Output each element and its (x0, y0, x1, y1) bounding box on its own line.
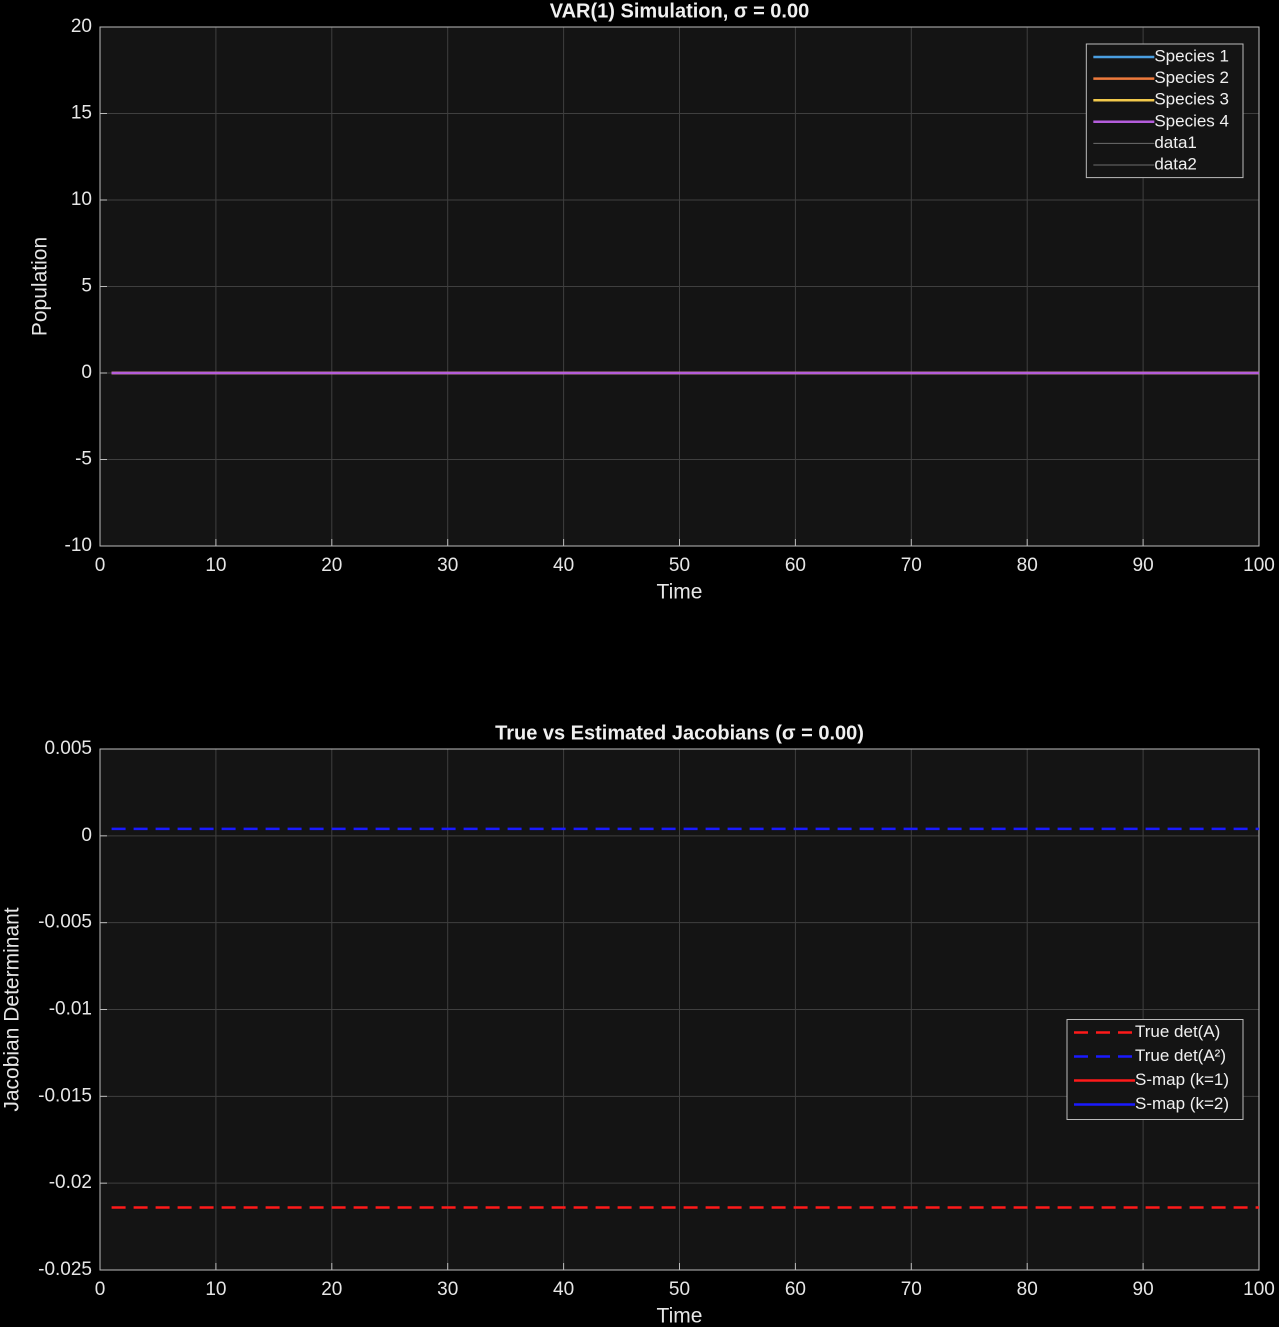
y-tick-label: 0.005 (44, 738, 92, 759)
x-axis-label: Time (657, 1305, 703, 1327)
x-tick-label: 100 (1243, 555, 1275, 576)
y-tick-label: 20 (71, 16, 92, 37)
y-axis-label: Population (29, 237, 52, 336)
legend-label: S-map (k=2) (1135, 1094, 1229, 1113)
y-tick-label: -0.025 (38, 1259, 92, 1280)
y-tick-label: -0.01 (49, 999, 92, 1020)
x-tick-label: 90 (1133, 1279, 1154, 1300)
y-tick-label: -0.005 (38, 912, 92, 933)
legend-label: Species 1 (1154, 46, 1229, 65)
chart-title: VAR(1) Simulation, σ = 0.00 (550, 0, 809, 22)
legend-label: data2 (1154, 154, 1197, 173)
legend-label: Species 3 (1154, 90, 1229, 109)
x-tick-label: 10 (205, 555, 226, 576)
y-tick-label: -10 (65, 535, 92, 556)
x-tick-label: 60 (785, 1279, 806, 1300)
legend-box (1066, 1019, 1244, 1120)
legend-label: data1 (1154, 133, 1197, 152)
y-tick-label: 5 (81, 276, 92, 297)
x-axis-label: Time (657, 581, 703, 604)
y-tick-label: -5 (75, 449, 92, 470)
y-tick-label: -0.015 (38, 1085, 92, 1106)
y-tick-label: 10 (71, 189, 92, 210)
x-tick-label: 100 (1243, 1279, 1275, 1300)
x-tick-label: 40 (553, 1279, 574, 1300)
x-tick-label: 40 (553, 555, 574, 576)
legend-label: True det(A²) (1135, 1046, 1226, 1065)
legend-label: S-map (k=1) (1135, 1070, 1229, 1089)
x-tick-label: 20 (321, 1279, 342, 1300)
legend-label: Species 4 (1154, 111, 1229, 130)
y-tick-label: 0 (81, 362, 92, 383)
legend: Species 1 Species 2 Species 3 Species 4 data… (1085, 43, 1244, 179)
chart: 0 10 20 30 40 50 60 70 80 90 100 -10 -5 0 5 10 15 20 VAR(1… (29, 0, 1275, 603)
chart-title: True vs Estimated Jacobians (σ = 0.00) (495, 722, 864, 744)
legend-box (1085, 43, 1244, 179)
x-tick-label: 80 (1017, 1279, 1038, 1300)
x-tick-label: 20 (321, 555, 342, 576)
y-axis-label: Jacobian Determinant (1, 907, 24, 1111)
x-tick-label: 10 (205, 1279, 226, 1300)
x-tick-label: 70 (901, 555, 922, 576)
x-tick-label: 0 (95, 555, 106, 576)
y-tick-label: 15 (71, 103, 92, 124)
x-tick-label: 30 (437, 1279, 458, 1300)
x-tick-label: 30 (437, 555, 458, 576)
x-tick-label: 50 (669, 1279, 690, 1300)
y-tick-label: 0 (81, 825, 92, 846)
x-tick-label: 90 (1133, 555, 1154, 576)
legend-label: Species 2 (1154, 68, 1229, 87)
axes-frame (99, 26, 1260, 547)
x-tick-label: 0 (95, 1279, 106, 1300)
x-tick-label: 70 (901, 1279, 922, 1300)
legend-label: True det(A) (1135, 1022, 1220, 1041)
y-tick-label: -0.02 (49, 1172, 92, 1193)
x-tick-label: 80 (1017, 555, 1038, 576)
chart: 0 10 20 30 40 50 60 70 80 90 100 -0.025 -0.02 -0.015 -… (1, 722, 1275, 1327)
axes-frame (99, 748, 1260, 1271)
x-tick-label: 60 (785, 555, 806, 576)
legend: True det(A) True det(A²) S-map (k=1) S-map … (1066, 1019, 1244, 1120)
x-tick-label: 50 (669, 555, 690, 576)
